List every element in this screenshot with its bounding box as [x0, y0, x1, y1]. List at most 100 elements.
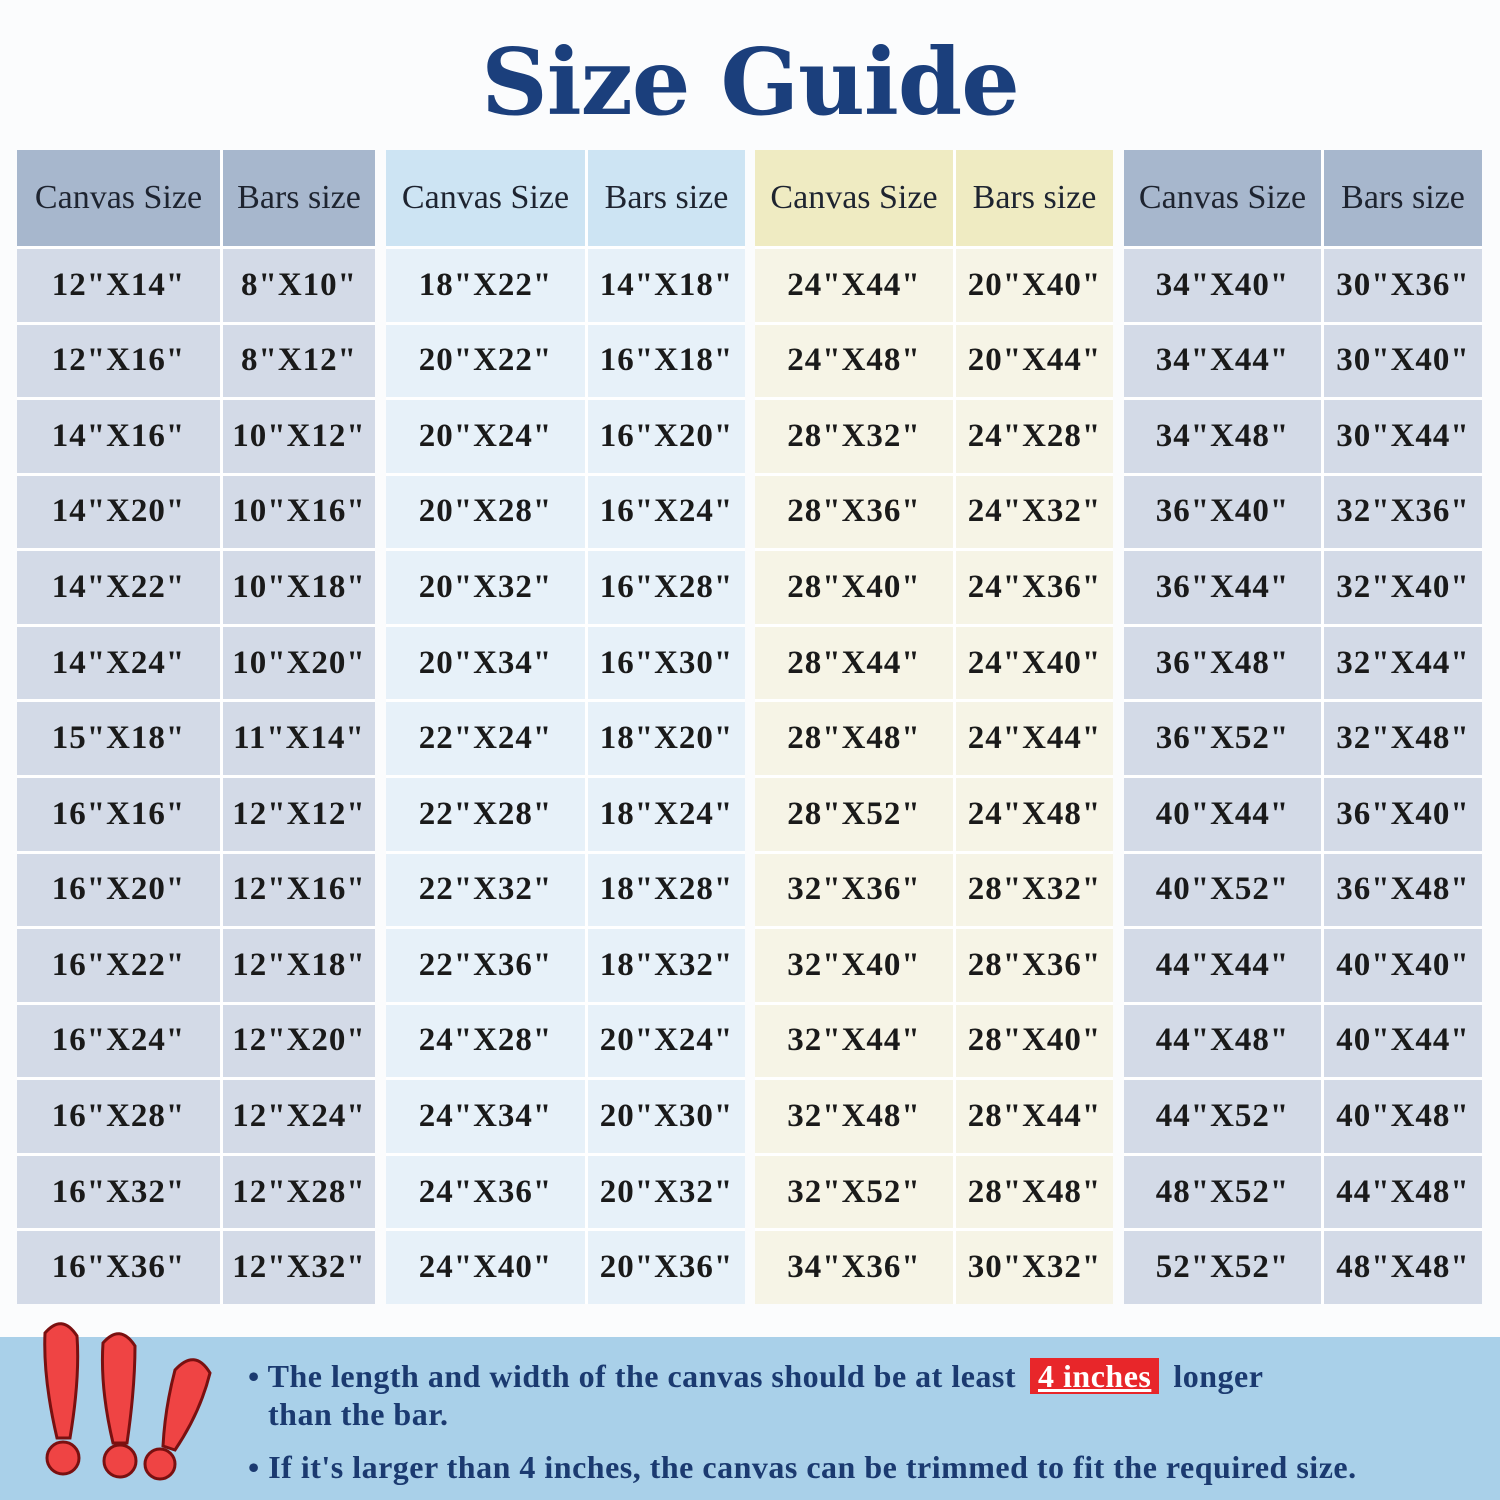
size-table-4: Canvas Size Bars size 34"X40" 30"X36" 34"X44…	[1124, 150, 1482, 1304]
canvas-size-cell: 36"X52"	[1124, 702, 1321, 775]
bars-size-cell: 28"X36"	[956, 929, 1113, 1002]
bars-size-cell: 28"X32"	[956, 853, 1113, 927]
bars-size-cell: 28"X44"	[956, 1080, 1113, 1153]
bars-size-cell: 20"X36"	[588, 1231, 745, 1304]
table-row: 34"X36" 30"X32"	[755, 1231, 1113, 1304]
table-row: 32"X52" 28"X48"	[755, 1155, 1113, 1229]
bars-size-cell: 24"X48"	[956, 777, 1113, 851]
table-header: Canvas Size Bars size	[1124, 150, 1482, 246]
canvas-size-cell: 14"X16"	[17, 400, 220, 473]
canvas-size-cell: 12"X16"	[17, 324, 220, 398]
canvas-size-cell: 20"X24"	[386, 400, 585, 473]
note-text: longer	[1173, 1358, 1264, 1394]
canvas-size-cell: 15"X18"	[17, 702, 220, 775]
bars-size-cell: 32"X48"	[1324, 702, 1482, 775]
table-row: 28"X44" 24"X40"	[755, 626, 1113, 700]
bars-size-cell: 18"X28"	[588, 853, 745, 927]
table-row: 28"X52" 24"X48"	[755, 777, 1113, 851]
bars-size-cell: 20"X44"	[956, 324, 1113, 398]
canvas-size-cell: 14"X20"	[17, 475, 220, 549]
canvas-size-cell: 32"X44"	[755, 1004, 953, 1078]
table-header: Canvas Size Bars size	[755, 150, 1113, 246]
table-row: 16"X32" 12"X28"	[17, 1155, 375, 1229]
table-row: 24"X34" 20"X30"	[386, 1080, 745, 1153]
canvas-size-cell: 22"X24"	[386, 702, 585, 775]
bars-size-cell: 12"X20"	[223, 1004, 375, 1078]
bars-size-cell: 30"X44"	[1324, 400, 1482, 473]
bars-size-cell: 24"X28"	[956, 400, 1113, 473]
table-row: 14"X20" 10"X16"	[17, 475, 375, 549]
table-row: 28"X32" 24"X28"	[755, 400, 1113, 473]
table-row: 22"X28" 18"X24"	[386, 777, 745, 851]
canvas-size-cell: 36"X48"	[1124, 626, 1321, 700]
canvas-size-cell: 52"X52"	[1124, 1231, 1321, 1304]
bars-size-cell: 16"X28"	[588, 551, 745, 624]
table-row: 52"X52" 48"X48"	[1124, 1231, 1482, 1304]
header-canvas-size: Canvas Size	[17, 150, 220, 246]
canvas-size-cell: 16"X16"	[17, 777, 220, 851]
canvas-size-cell: 20"X28"	[386, 475, 585, 549]
table-row: 20"X24" 16"X20"	[386, 400, 745, 473]
table-row: 14"X16" 10"X12"	[17, 400, 375, 473]
bars-size-cell: 16"X24"	[588, 475, 745, 549]
header-canvas-size: Canvas Size	[755, 150, 953, 246]
table-row: 14"X24" 10"X20"	[17, 626, 375, 700]
canvas-size-cell: 14"X22"	[17, 551, 220, 624]
table-row: 24"X36" 20"X32"	[386, 1155, 745, 1229]
table-row: 32"X48" 28"X44"	[755, 1080, 1113, 1153]
canvas-size-cell: 34"X44"	[1124, 324, 1321, 398]
bars-size-cell: 28"X40"	[956, 1004, 1113, 1078]
table-row: 36"X40" 32"X36"	[1124, 475, 1482, 549]
bars-size-cell: 32"X44"	[1324, 626, 1482, 700]
size-table-3: Canvas Size Bars size 24"X44" 20"X40" 24"X48…	[755, 150, 1113, 1304]
table-row: 32"X44" 28"X40"	[755, 1004, 1113, 1078]
bars-size-cell: 18"X32"	[588, 929, 745, 1002]
table-row: 16"X16" 12"X12"	[17, 777, 375, 851]
table-row: 20"X22" 16"X18"	[386, 324, 745, 398]
bars-size-cell: 11"X14"	[223, 702, 375, 775]
canvas-size-cell: 12"X14"	[17, 249, 220, 322]
table-header: Canvas Size Bars size	[386, 150, 745, 246]
table-row: 24"X40" 20"X36"	[386, 1231, 745, 1304]
bars-size-cell: 14"X18"	[588, 249, 745, 322]
bars-size-cell: 12"X32"	[223, 1231, 375, 1304]
table-row: 24"X28" 20"X24"	[386, 1004, 745, 1078]
table-row: 34"X40" 30"X36"	[1124, 249, 1482, 322]
page-title: Size Guide	[481, 28, 1019, 136]
canvas-size-cell: 36"X40"	[1124, 475, 1321, 549]
header-bars-size: Bars size	[588, 150, 745, 246]
canvas-size-cell: 40"X44"	[1124, 777, 1321, 851]
canvas-size-cell: 16"X28"	[17, 1080, 220, 1153]
table-row: 16"X28" 12"X24"	[17, 1080, 375, 1153]
table-row: 44"X52" 40"X48"	[1124, 1080, 1482, 1153]
bars-size-cell: 40"X44"	[1324, 1004, 1482, 1078]
bars-size-cell: 40"X48"	[1324, 1080, 1482, 1153]
canvas-size-cell: 28"X40"	[755, 551, 953, 624]
table-row: 20"X32" 16"X28"	[386, 551, 745, 624]
bars-size-cell: 30"X36"	[1324, 249, 1482, 322]
table-row: 16"X20" 12"X16"	[17, 853, 375, 927]
canvas-size-cell: 16"X20"	[17, 853, 220, 927]
bars-size-cell: 20"X40"	[956, 249, 1113, 322]
canvas-size-cell: 20"X32"	[386, 551, 585, 624]
table-row: 36"X48" 32"X44"	[1124, 626, 1482, 700]
table-row: 24"X48" 20"X44"	[755, 324, 1113, 398]
bars-size-cell: 24"X32"	[956, 475, 1113, 549]
canvas-size-cell: 44"X44"	[1124, 929, 1321, 1002]
canvas-size-cell: 32"X52"	[755, 1155, 953, 1229]
table-row: 44"X48" 40"X44"	[1124, 1004, 1482, 1078]
canvas-size-cell: 14"X24"	[17, 626, 220, 700]
table-row: 15"X18" 11"X14"	[17, 702, 375, 775]
header-canvas-size: Canvas Size	[386, 150, 585, 246]
canvas-size-cell: 32"X36"	[755, 853, 953, 927]
table-row: 40"X52" 36"X48"	[1124, 853, 1482, 927]
canvas-size-cell: 18"X22"	[386, 249, 585, 322]
table-row: 36"X52" 32"X48"	[1124, 702, 1482, 775]
canvas-size-cell: 34"X48"	[1124, 400, 1321, 473]
canvas-size-cell: 36"X44"	[1124, 551, 1321, 624]
bars-size-cell: 30"X32"	[956, 1231, 1113, 1304]
table-row: 20"X34" 16"X30"	[386, 626, 745, 700]
canvas-size-cell: 22"X36"	[386, 929, 585, 1002]
canvas-size-cell: 22"X32"	[386, 853, 585, 927]
table-row: 12"X16" 8"X12"	[17, 324, 375, 398]
